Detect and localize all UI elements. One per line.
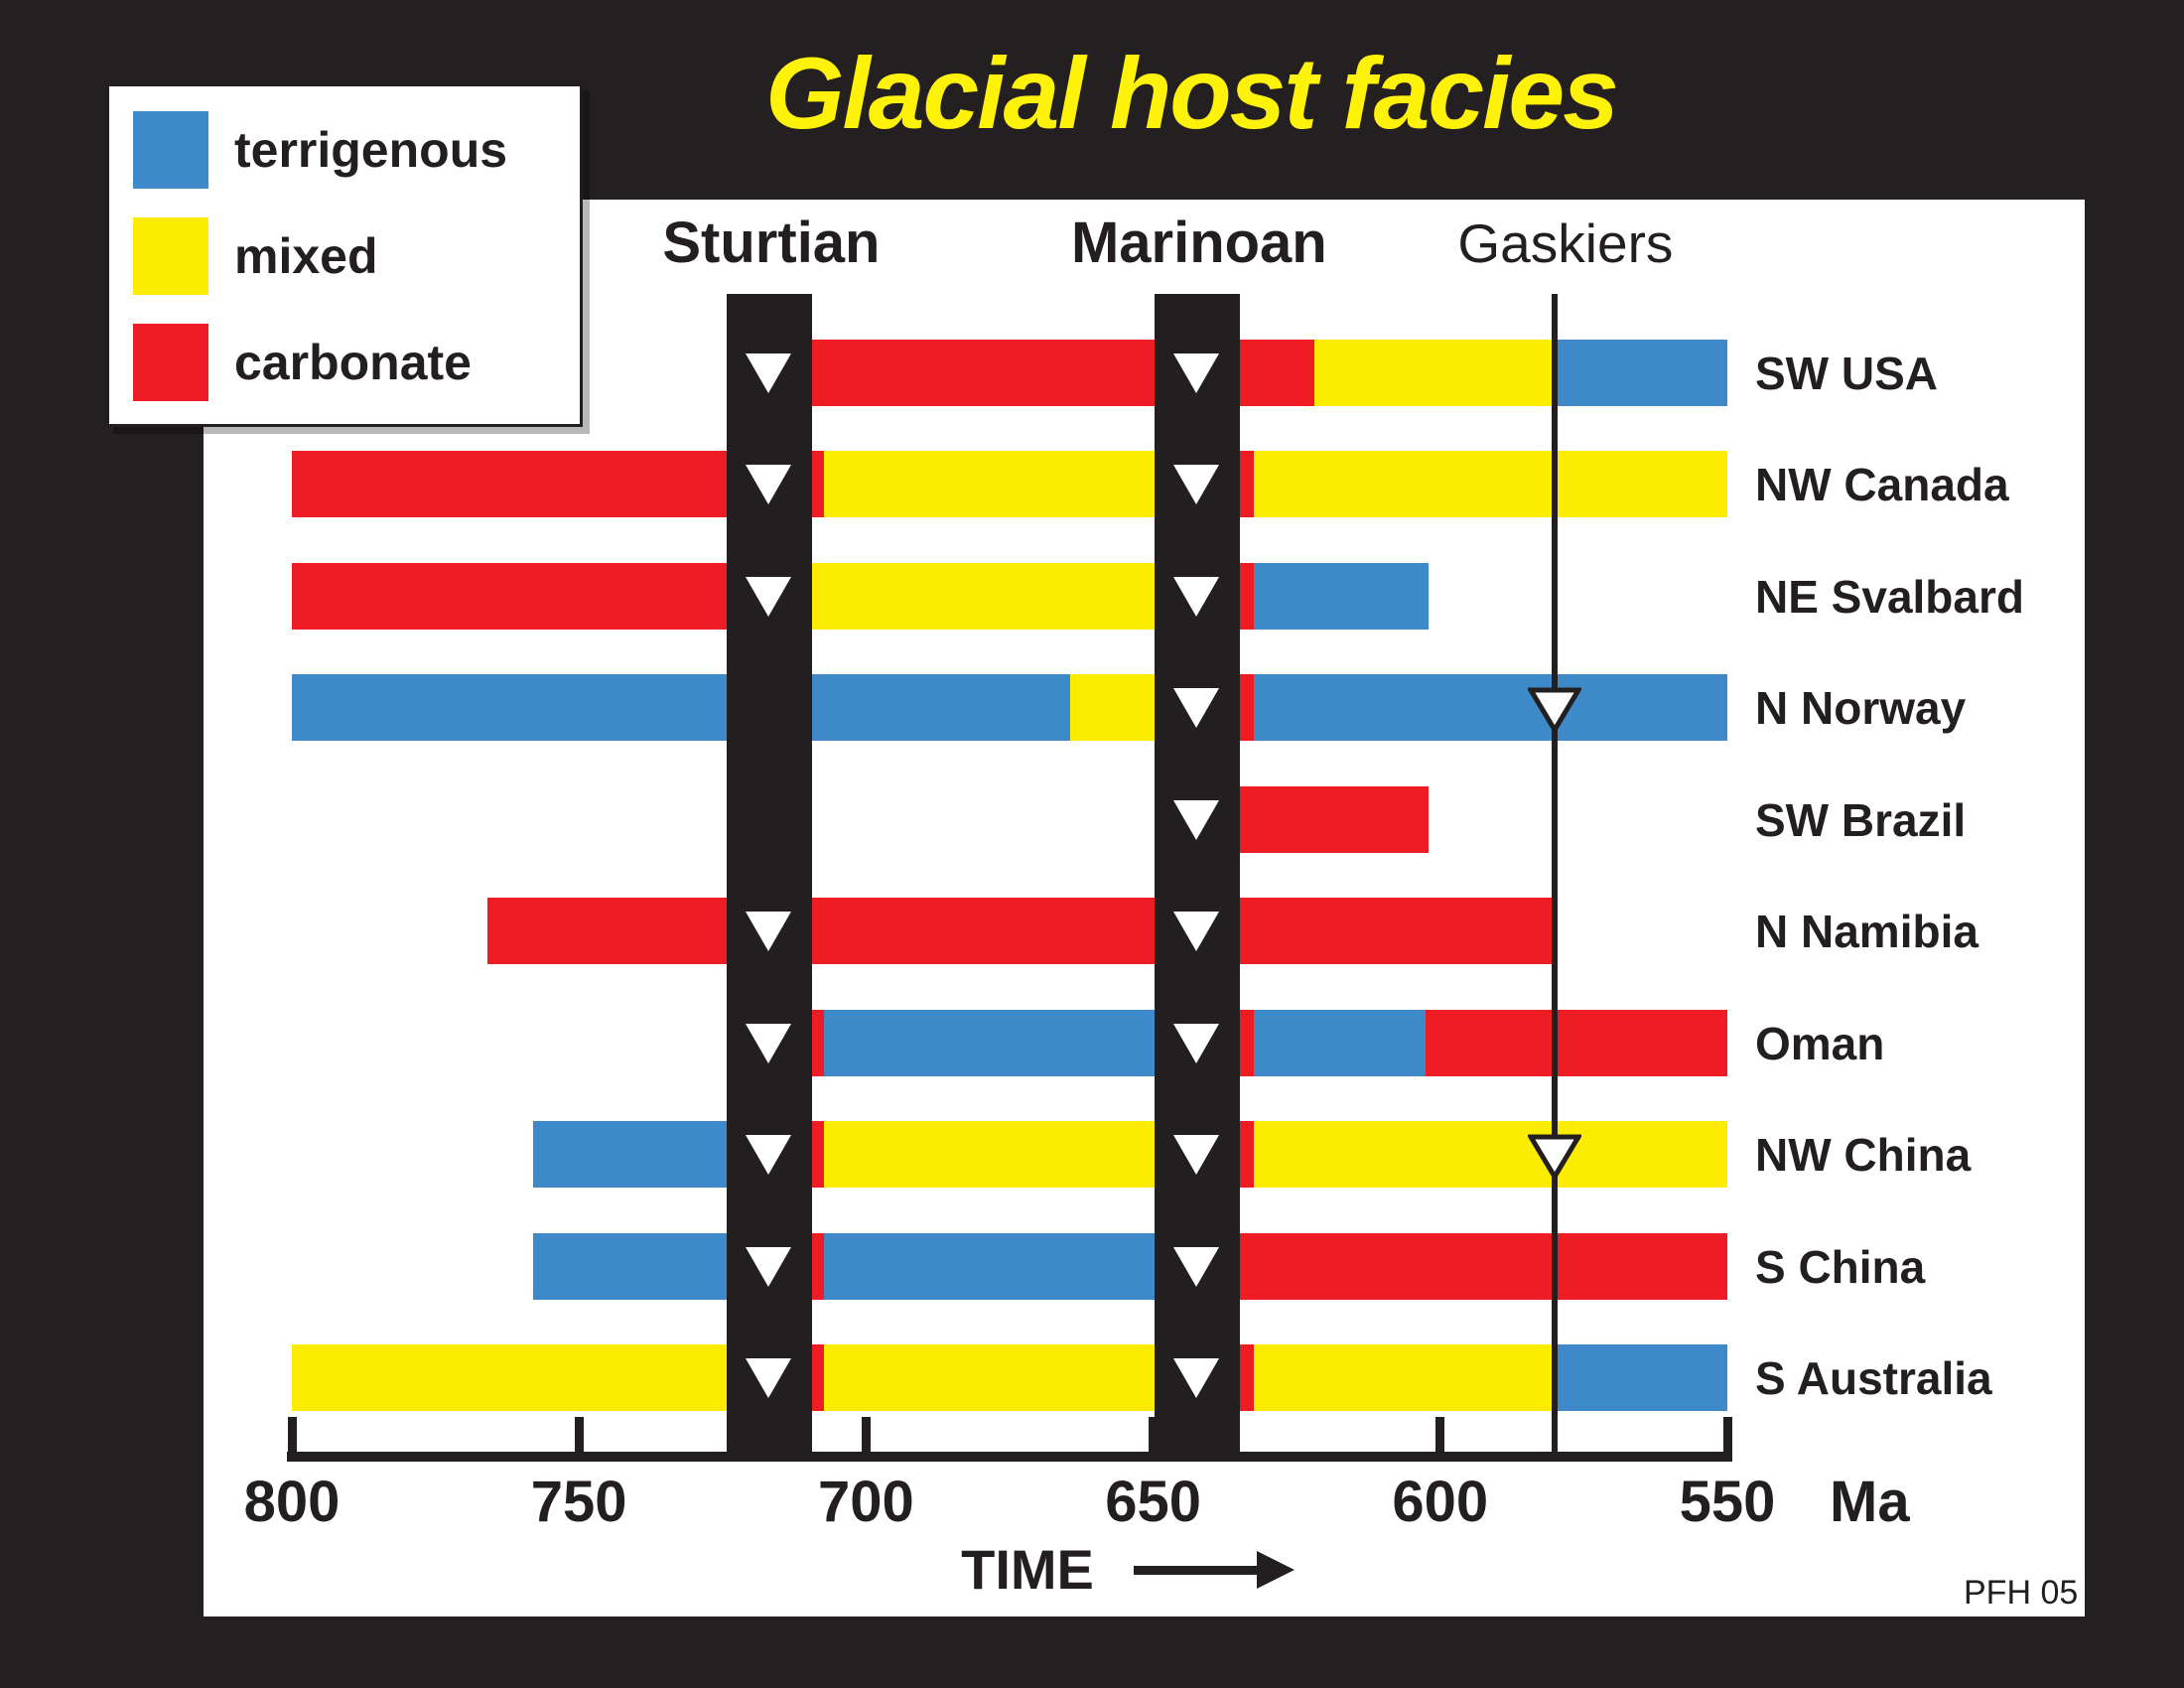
glaciation-marker-triangle-down-icon	[1173, 911, 1220, 951]
facies-segment-mixed	[1313, 340, 1555, 406]
row-label-sw-brazil: SW Brazil	[1755, 793, 1967, 846]
glaciation-marker-triangle-down-icon	[1173, 464, 1220, 504]
facies-segment-carbonate	[1239, 1121, 1254, 1188]
axis-unit-label: Ma	[1830, 1470, 1910, 1534]
axis-tick-550	[1722, 1417, 1732, 1452]
facies-segment-carbonate	[812, 1121, 825, 1188]
row-label-s-china: S China	[1755, 1240, 1926, 1293]
glaciation-marker-triangle-down-icon	[746, 1023, 792, 1063]
facies-segment-terrigenous	[1253, 674, 1727, 741]
glaciation-line-gaskiers	[1551, 294, 1558, 1452]
glaciation-marker-triangle-down-icon	[746, 464, 792, 504]
glaciation-header-sturtian: Sturtian	[662, 211, 881, 275]
glaciation-header-gaskiers: Gaskiers	[1457, 212, 1674, 274]
facies-segment-terrigenous	[532, 1121, 727, 1188]
glaciation-marker-triangle-down-icon	[1173, 352, 1220, 393]
facies-segment-carbonate	[812, 1010, 825, 1076]
glaciation-marker-triangle-down-icon	[746, 1246, 792, 1287]
legend-swatch-mixed-icon	[133, 217, 208, 295]
glaciation-marker-triangle-down-icon	[746, 352, 792, 393]
facies-segment-carbonate	[1239, 451, 1254, 517]
facies-segment-terrigenous	[1554, 1344, 1727, 1411]
page-title: Glacial host facies	[765, 37, 1619, 150]
facies-segment-carbonate	[1426, 1010, 1727, 1076]
row-label-ne-svalbard: NE Svalbard	[1755, 570, 2024, 623]
glaciation-marker-triangle-down-icon	[1173, 687, 1220, 728]
credit-text: PFH 05	[1964, 1574, 2079, 1612]
glaciation-marker-triangle-down-icon	[746, 1134, 792, 1175]
axis-tick-700	[861, 1417, 871, 1452]
glaciation-marker-triangle-down-icon	[1173, 1357, 1220, 1398]
time-axis-title: TIME	[961, 1538, 1094, 1601]
facies-segment-mixed	[1253, 1121, 1727, 1188]
time-arrowhead-icon	[1257, 1551, 1295, 1589]
legend-swatch-terrigenous-icon	[133, 111, 208, 189]
axis-tick-750	[574, 1417, 584, 1452]
legend-swatch-carbonate-icon	[133, 324, 208, 401]
facies-segment-mixed	[1253, 451, 1727, 517]
axis-tick-label-650: 650	[1105, 1470, 1201, 1534]
facies-segment-terrigenous	[1253, 563, 1430, 630]
facies-segment-carbonate	[1239, 1233, 1727, 1300]
facies-segment-mixed	[1069, 674, 1155, 741]
facies-segment-mixed	[292, 1344, 727, 1411]
facies-segment-terrigenous	[824, 1010, 1155, 1076]
row-label-n-norway: N Norway	[1755, 681, 1967, 734]
glaciation-marker-triangle-down-icon	[1173, 1246, 1220, 1287]
axis-tick-650	[1149, 1417, 1159, 1452]
facies-segment-terrigenous	[532, 1233, 727, 1300]
row-label-n-namibia: N Namibia	[1755, 905, 1979, 957]
glaciation-marker-triangle-down-icon	[1526, 1134, 1583, 1185]
row-label-nw-china: NW China	[1755, 1128, 1972, 1181]
facies-segment-mixed	[1253, 1344, 1555, 1411]
legend-label-mixed: mixed	[234, 228, 378, 284]
legend-label-carbonate: carbonate	[234, 335, 472, 390]
facies-segment-carbonate	[812, 1344, 825, 1411]
glaciation-marker-triangle-down-icon	[746, 576, 792, 617]
axis-tick-label-700: 700	[818, 1470, 914, 1534]
row-label-oman: Oman	[1755, 1017, 1885, 1069]
facies-segment-carbonate	[1239, 1010, 1254, 1076]
facies-segment-terrigenous	[292, 674, 1070, 741]
facies-segment-carbonate	[1239, 1344, 1254, 1411]
axis-tick-600	[1435, 1417, 1445, 1452]
row-label-s-australia: S Australia	[1755, 1351, 1992, 1404]
row-label-sw-usa: SW USA	[1755, 347, 1938, 399]
time-arrow-icon	[1134, 1566, 1257, 1575]
facies-segment-carbonate	[486, 898, 1555, 964]
axis-tick-label-800: 800	[243, 1470, 341, 1534]
legend-label-terrigenous: terrigenous	[234, 122, 508, 178]
axis-tick-label-550: 550	[1679, 1470, 1776, 1534]
glaciation-marker-triangle-down-icon	[746, 1357, 792, 1398]
row-label-nw-canada: NW Canada	[1755, 458, 2009, 510]
glaciation-marker-triangle-down-icon	[1173, 576, 1220, 617]
time-axis-line	[287, 1452, 1732, 1462]
legend: terrigenous mixed carbonate	[106, 83, 583, 427]
axis-tick-label-600: 600	[1392, 1470, 1489, 1534]
glaciation-marker-triangle-down-icon	[1173, 1023, 1220, 1063]
facies-segment-carbonate	[1239, 563, 1254, 630]
facies-segment-mixed	[824, 1344, 1155, 1411]
facies-segment-terrigenous	[824, 1233, 1155, 1300]
facies-segment-carbonate	[1239, 674, 1254, 741]
facies-segment-carbonate	[812, 1233, 825, 1300]
facies-segment-terrigenous	[1253, 1010, 1427, 1076]
glaciation-marker-triangle-down-icon	[1173, 1134, 1220, 1175]
facies-segment-carbonate	[292, 563, 813, 630]
glaciation-marker-triangle-down-icon	[1173, 799, 1220, 840]
glaciation-marker-triangle-down-icon	[746, 911, 792, 951]
facies-segment-carbonate	[1239, 786, 1430, 853]
glaciation-header-marinoan: Marinoan	[1070, 211, 1327, 275]
axis-tick-label-750: 750	[530, 1470, 627, 1534]
glaciation-marker-triangle-down-icon	[1526, 687, 1583, 738]
facies-segment-terrigenous	[1554, 340, 1727, 406]
axis-tick-800	[287, 1417, 297, 1452]
facies-segment-mixed	[824, 1121, 1155, 1188]
